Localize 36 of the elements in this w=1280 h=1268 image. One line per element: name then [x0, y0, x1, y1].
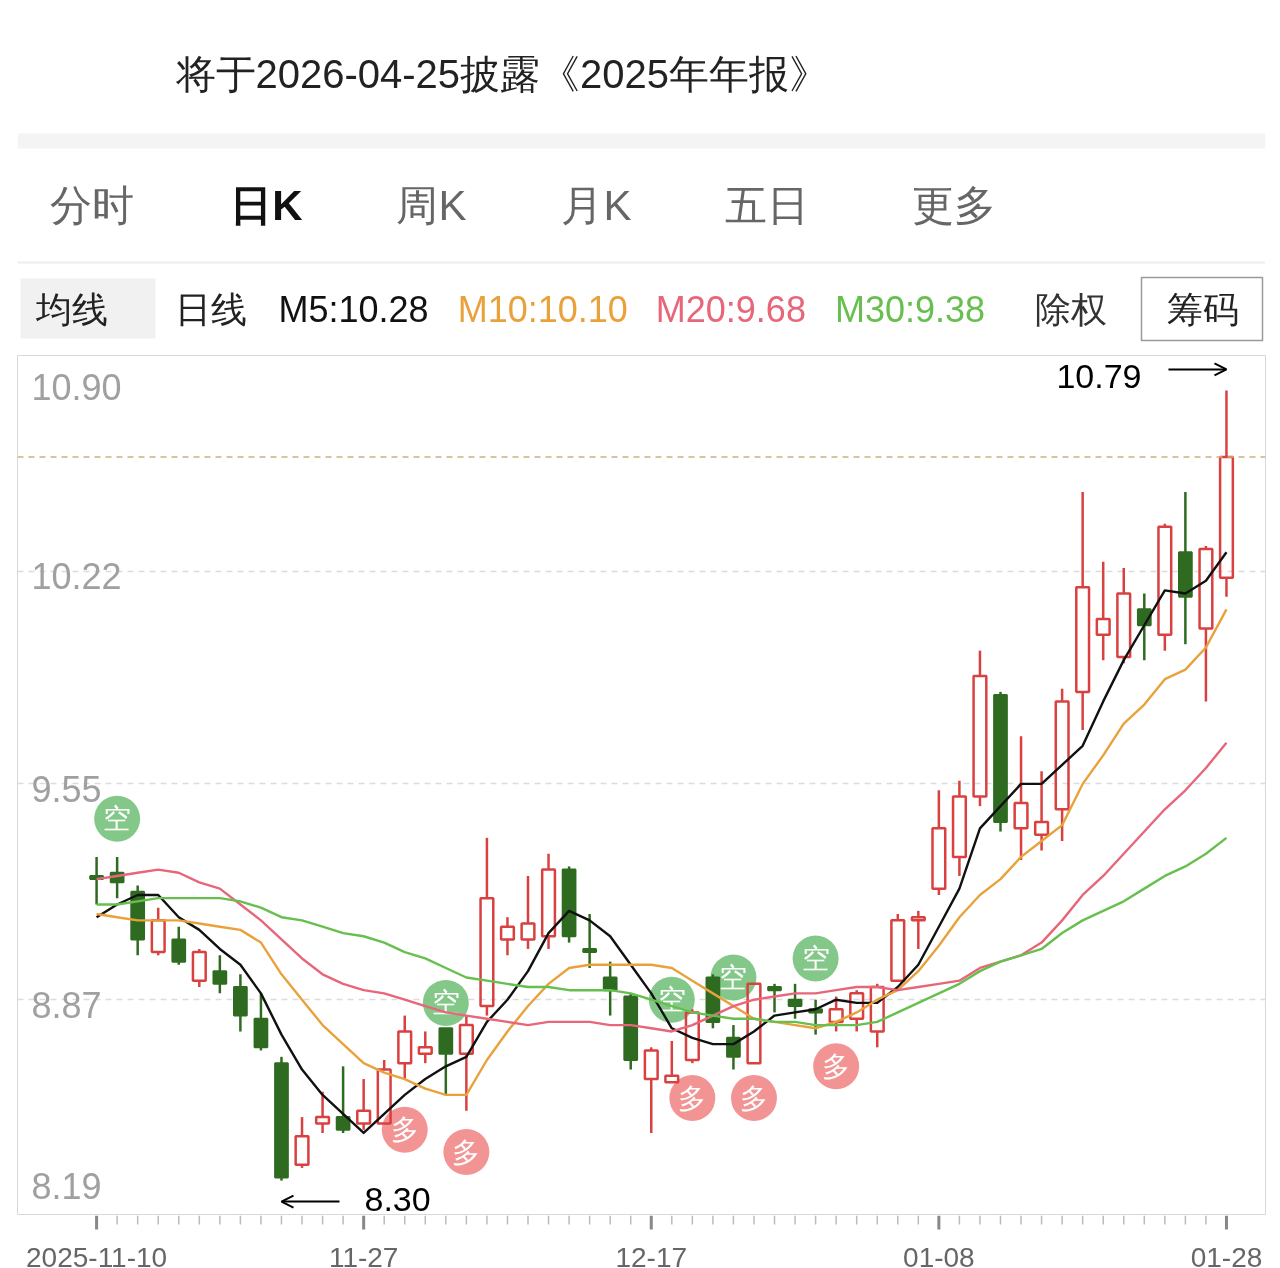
text: 空: [657, 984, 686, 1016]
text: 均线: [34, 289, 108, 330]
annotation: 10.79: [1056, 356, 1142, 395]
text: 五日: [724, 182, 809, 229]
y-tick-label: 10.22: [31, 556, 122, 598]
text: 多: [739, 1082, 768, 1114]
text: 分时: [49, 182, 134, 229]
series-label: 多: [390, 1114, 419, 1146]
text: 更多: [911, 182, 996, 229]
text: 多: [452, 1136, 481, 1168]
x-tick-label: 01-08: [903, 1241, 975, 1268]
text: 筹码: [1166, 289, 1239, 330]
text: 周K: [396, 182, 467, 229]
y-tick-label: 8.87: [31, 984, 102, 1026]
text: 除权: [1034, 289, 1107, 330]
text: 空: [719, 961, 748, 993]
chart-title: 将于2026-04-25披露《2025年年报》: [174, 51, 830, 96]
x-tick-label: 11-27: [328, 1241, 399, 1268]
text: 多: [822, 1050, 851, 1082]
x-tick-label: 2025-11-10: [26, 1241, 168, 1268]
text: M5:10.28: [278, 289, 429, 330]
text: M20:9.68: [655, 289, 806, 330]
x-tick-label: 01-28: [1190, 1241, 1263, 1268]
text: 空: [103, 803, 132, 835]
y-tick-label: 8.19: [31, 1165, 102, 1207]
legend-title: 日线: [174, 289, 247, 330]
text: 月K: [561, 182, 632, 229]
x-tick-label: 12-17: [615, 1241, 688, 1268]
text: 空: [801, 942, 830, 974]
text: M30:9.38: [835, 289, 986, 330]
text: 日K: [230, 182, 303, 229]
y-tick-label: 9.55: [31, 768, 102, 810]
y-tick-label: 10.90: [31, 366, 122, 408]
text: 多: [678, 1082, 707, 1114]
annotation: 8.30: [364, 1180, 431, 1219]
text: M10:10.10: [457, 289, 628, 330]
